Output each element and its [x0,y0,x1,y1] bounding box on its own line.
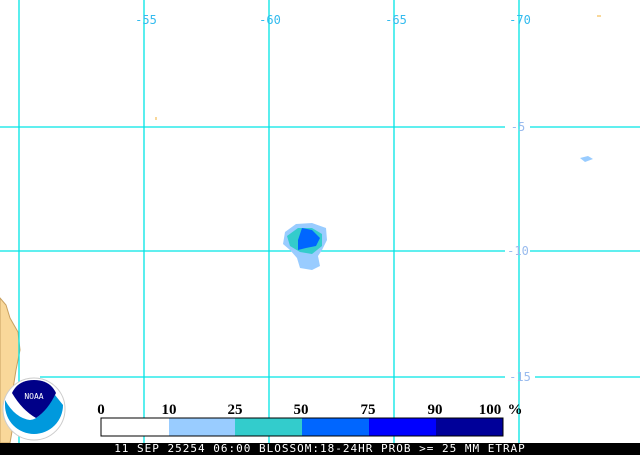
colorbar-tick: 10 [162,402,177,418]
colorbar-tick: 75 [361,402,376,418]
lon-label: -70 [509,13,531,27]
colorbar-swatch [436,418,503,436]
lon-label: -55 [135,13,157,27]
colorbar-swatch [169,418,235,436]
lon-label: -65 [385,13,407,27]
colorbar-swatch [369,418,436,436]
graticule [0,0,640,443]
colorbar-tick: 25 [228,402,243,418]
colorbar-tick: 0 [97,402,105,418]
colorbar-swatch [235,418,302,436]
footer-caption: 11 SEP 25254 06:00 BLOSSOM:18-24HR PROB … [0,443,640,455]
lat-label: -5 [511,120,525,134]
svg-text:NOAA: NOAA [24,392,43,401]
colorbar-tick: 50 [294,402,309,418]
colorbar-swatch [101,418,169,436]
colorbar: 0 10 25 50 75 90 100 % [97,402,523,437]
noaa-logo: NOAA [2,377,66,441]
lon-label: -60 [259,13,281,27]
lat-label: -10 [507,244,529,258]
colorbar-tick: 90 [428,402,443,418]
colorbar-tick: 100 [479,402,502,418]
lat-label: -15 [509,370,531,384]
colorbar-unit: % [508,402,523,418]
colorbar-swatch [302,418,369,436]
probability-area [155,15,601,270]
